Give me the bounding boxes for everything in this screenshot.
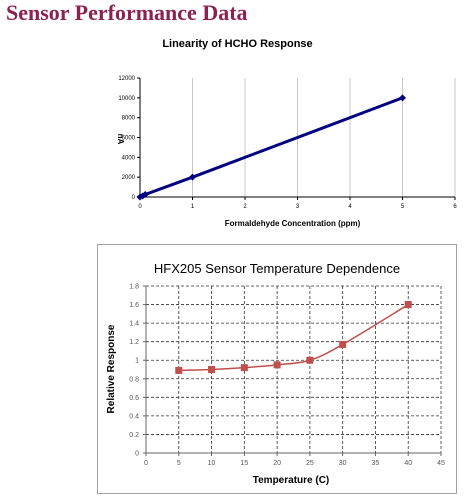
y-tick-label: 2000	[122, 175, 136, 181]
data-point	[399, 94, 406, 102]
y-tick-label: 1.4	[129, 321, 139, 328]
chart2-title: HFX205 Sensor Temperature Dependence	[154, 261, 400, 276]
y-tick-label: 1.6	[129, 302, 139, 309]
y-tick-label: 0.6	[129, 395, 139, 402]
series-line	[139, 96, 404, 199]
data-point	[175, 366, 183, 374]
y-tick-label: 4000	[122, 155, 136, 161]
x-tick-label: 15	[240, 460, 248, 467]
x-tick-label: 0	[144, 460, 148, 467]
page-title: Sensor Performance Data	[6, 0, 248, 25]
x-tick-label: 10	[208, 460, 216, 467]
y-tick-label: 0.2	[129, 432, 139, 439]
y-tick-label: 0	[132, 195, 136, 201]
y-axis-label: Relative Response	[106, 324, 117, 413]
y-tick-label: 10000	[118, 96, 135, 102]
y-tick-label: 1.8	[129, 284, 139, 291]
x-tick-label: 40	[404, 460, 412, 467]
data-point	[141, 191, 149, 199]
x-axis-label: Temperature (C)	[253, 475, 330, 486]
y-tick-label: 6000	[122, 136, 136, 142]
x-tick-label: 5	[177, 460, 181, 467]
linearity-chart: 0 1 2 3 4 5 6 0 2000 4000 6000 8000 10000 12000 Formal…	[116, 76, 457, 228]
data-point	[404, 301, 412, 309]
y-tick-label: 1	[135, 358, 139, 365]
x-tick-label: 2	[243, 204, 247, 210]
x-tick-label: 4	[348, 204, 352, 210]
x-tick-label: 3	[296, 204, 300, 210]
chart1-title: Linearity of HCHO Response	[162, 38, 313, 50]
y-tick-label: 0.4	[129, 413, 139, 420]
data-point	[339, 340, 347, 348]
y-tick-label: 8000	[122, 116, 136, 122]
y-tick-label: 12000	[118, 76, 135, 82]
data-point	[208, 366, 216, 373]
x-tick-label: 35	[372, 460, 380, 467]
y-tick-label: 1.2	[129, 339, 139, 346]
temperature-chart-frame: HFX205 Sensor Temperature Dependence 0 0.2…	[97, 244, 457, 494]
y-tick-label: 0.8	[129, 376, 139, 383]
y-tick-label: 0	[135, 451, 139, 458]
x-tick-label: 0	[138, 204, 142, 210]
y-axis-label: nA	[116, 134, 125, 145]
x-tick-label: 1	[191, 204, 195, 210]
data-point	[189, 173, 196, 181]
x-tick-label: 30	[339, 460, 347, 467]
x-tick-label: 5	[401, 204, 405, 210]
data-point	[240, 364, 248, 372]
x-axis-label: Formaldehyde Concentration (ppm)	[225, 219, 361, 228]
data-point	[273, 361, 281, 369]
temperature-chart: HFX205 Sensor Temperature Dependence 0 0.2…	[106, 261, 445, 486]
x-tick-label: 45	[437, 460, 445, 467]
x-tick-label: 25	[306, 460, 314, 467]
x-tick-label: 20	[273, 460, 281, 467]
data-point	[306, 356, 314, 364]
x-tick-label: 6	[453, 204, 457, 210]
